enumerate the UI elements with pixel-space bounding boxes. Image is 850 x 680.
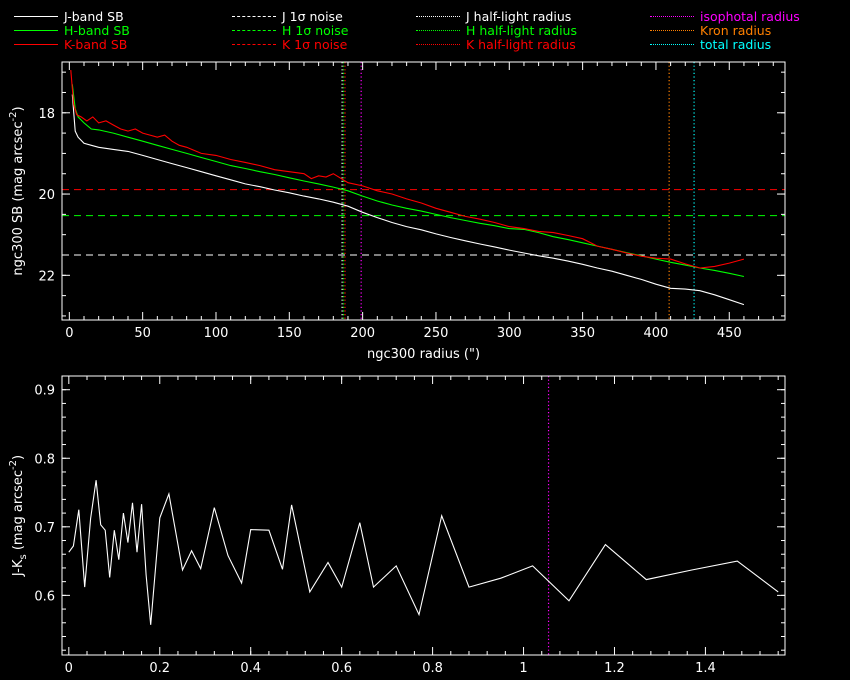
legend-label: H 1σ noise bbox=[282, 23, 349, 38]
legend-swatch bbox=[14, 16, 58, 17]
legend-label: J 1σ noise bbox=[282, 9, 343, 24]
legend-item: K-band SB bbox=[14, 38, 127, 52]
x-tick-label: 350 bbox=[570, 326, 595, 341]
legend-label: J half-light radius bbox=[466, 9, 572, 24]
legend-item: K half-light radius bbox=[416, 38, 576, 52]
legend-label: H half-light radius bbox=[466, 23, 577, 38]
y-tick-label: 20 bbox=[38, 188, 55, 203]
series-line bbox=[71, 84, 745, 278]
series-line bbox=[68, 480, 779, 625]
y-tick-label: 18 bbox=[38, 107, 55, 122]
color-profile-panel: 00.20.40.60.811.21.40.60.70.80.9radius /… bbox=[8, 375, 786, 676]
legend-label: K 1σ noise bbox=[282, 37, 348, 52]
surface-brightness-panel: 0 50 100 150 200 250 300 350 400 450 18 20 22 ngc300 … bbox=[8, 61, 786, 362]
legend-swatch bbox=[650, 16, 694, 17]
x-tick-label: 1.4 bbox=[695, 661, 716, 676]
legend-label: isophotal radius bbox=[700, 9, 800, 24]
x-tick-label: 50 bbox=[134, 326, 151, 341]
legend-label: H-band SB bbox=[64, 23, 130, 38]
x-tick-label: 1.2 bbox=[604, 661, 625, 676]
x-tick-label: 250 bbox=[424, 326, 449, 341]
plot-frame bbox=[61, 375, 786, 656]
x-tick-label: 300 bbox=[497, 326, 522, 341]
legend-label: total radius bbox=[700, 37, 772, 52]
x-tick-label: 1 bbox=[519, 661, 527, 676]
y-tick-label: 0.9 bbox=[34, 384, 55, 399]
legend-swatch bbox=[416, 44, 460, 45]
x-tick-label: 0 bbox=[65, 661, 73, 676]
legend-item: Kron radius bbox=[650, 24, 771, 38]
y-axis-label: J-Ks (mag arcsec-2) bbox=[8, 455, 29, 577]
y-tick-label: 22 bbox=[38, 269, 55, 284]
legend-swatch bbox=[416, 16, 460, 17]
legend-label: J-band SB bbox=[64, 9, 124, 24]
series-line bbox=[71, 94, 745, 306]
legend-swatch bbox=[650, 30, 694, 31]
x-tick-label: 0.2 bbox=[149, 661, 170, 676]
x-tick-label: 0.4 bbox=[240, 661, 261, 676]
legend-item: total radius bbox=[650, 38, 771, 52]
legend-item: isophotal radius bbox=[650, 10, 800, 24]
series-line bbox=[70, 70, 745, 269]
legend-item: J-band SB bbox=[14, 10, 124, 24]
x-tick-label: 0.8 bbox=[422, 661, 443, 676]
legend-item: H-band SB bbox=[14, 24, 130, 38]
x-tick-label: 400 bbox=[644, 326, 669, 341]
legend-swatch bbox=[416, 30, 460, 31]
legend-item: H half-light radius bbox=[416, 24, 577, 38]
x-axis-label: ngc300 radius (") bbox=[367, 347, 480, 362]
legend-label: K-band SB bbox=[64, 37, 128, 52]
legend-swatch bbox=[232, 16, 276, 17]
x-tick-label: 100 bbox=[204, 326, 229, 341]
x-tick-label: 200 bbox=[350, 326, 375, 341]
y-tick-label: 0.8 bbox=[34, 452, 55, 467]
x-tick-label: 0.6 bbox=[331, 661, 352, 676]
x-tick-label: 450 bbox=[717, 326, 742, 341]
legend-item: K 1σ noise bbox=[232, 38, 347, 52]
legend-label: K half-light radius bbox=[466, 37, 576, 52]
y-axis-label: ngc300 SB (mag arcsec-2) bbox=[8, 106, 26, 275]
x-tick-label: 0 bbox=[65, 326, 73, 341]
plot-frame bbox=[61, 61, 786, 321]
legend-label: Kron radius bbox=[700, 23, 772, 38]
legend-item: J 1σ noise bbox=[232, 10, 343, 24]
legend-swatch bbox=[232, 30, 276, 31]
legend-item: J half-light radius bbox=[416, 10, 571, 24]
y-tick-label: 0.7 bbox=[34, 521, 55, 536]
legend-swatch bbox=[14, 30, 58, 31]
y-tick-label: 0.6 bbox=[34, 589, 55, 604]
legend-swatch bbox=[650, 44, 694, 45]
x-tick-label: 150 bbox=[277, 326, 302, 341]
legend-swatch bbox=[232, 44, 276, 45]
legend-swatch bbox=[14, 44, 58, 45]
legend: J-band SB H-band SB K-band SB J 1σ noise H 1… bbox=[0, 0, 850, 60]
legend-item: H 1σ noise bbox=[232, 24, 348, 38]
